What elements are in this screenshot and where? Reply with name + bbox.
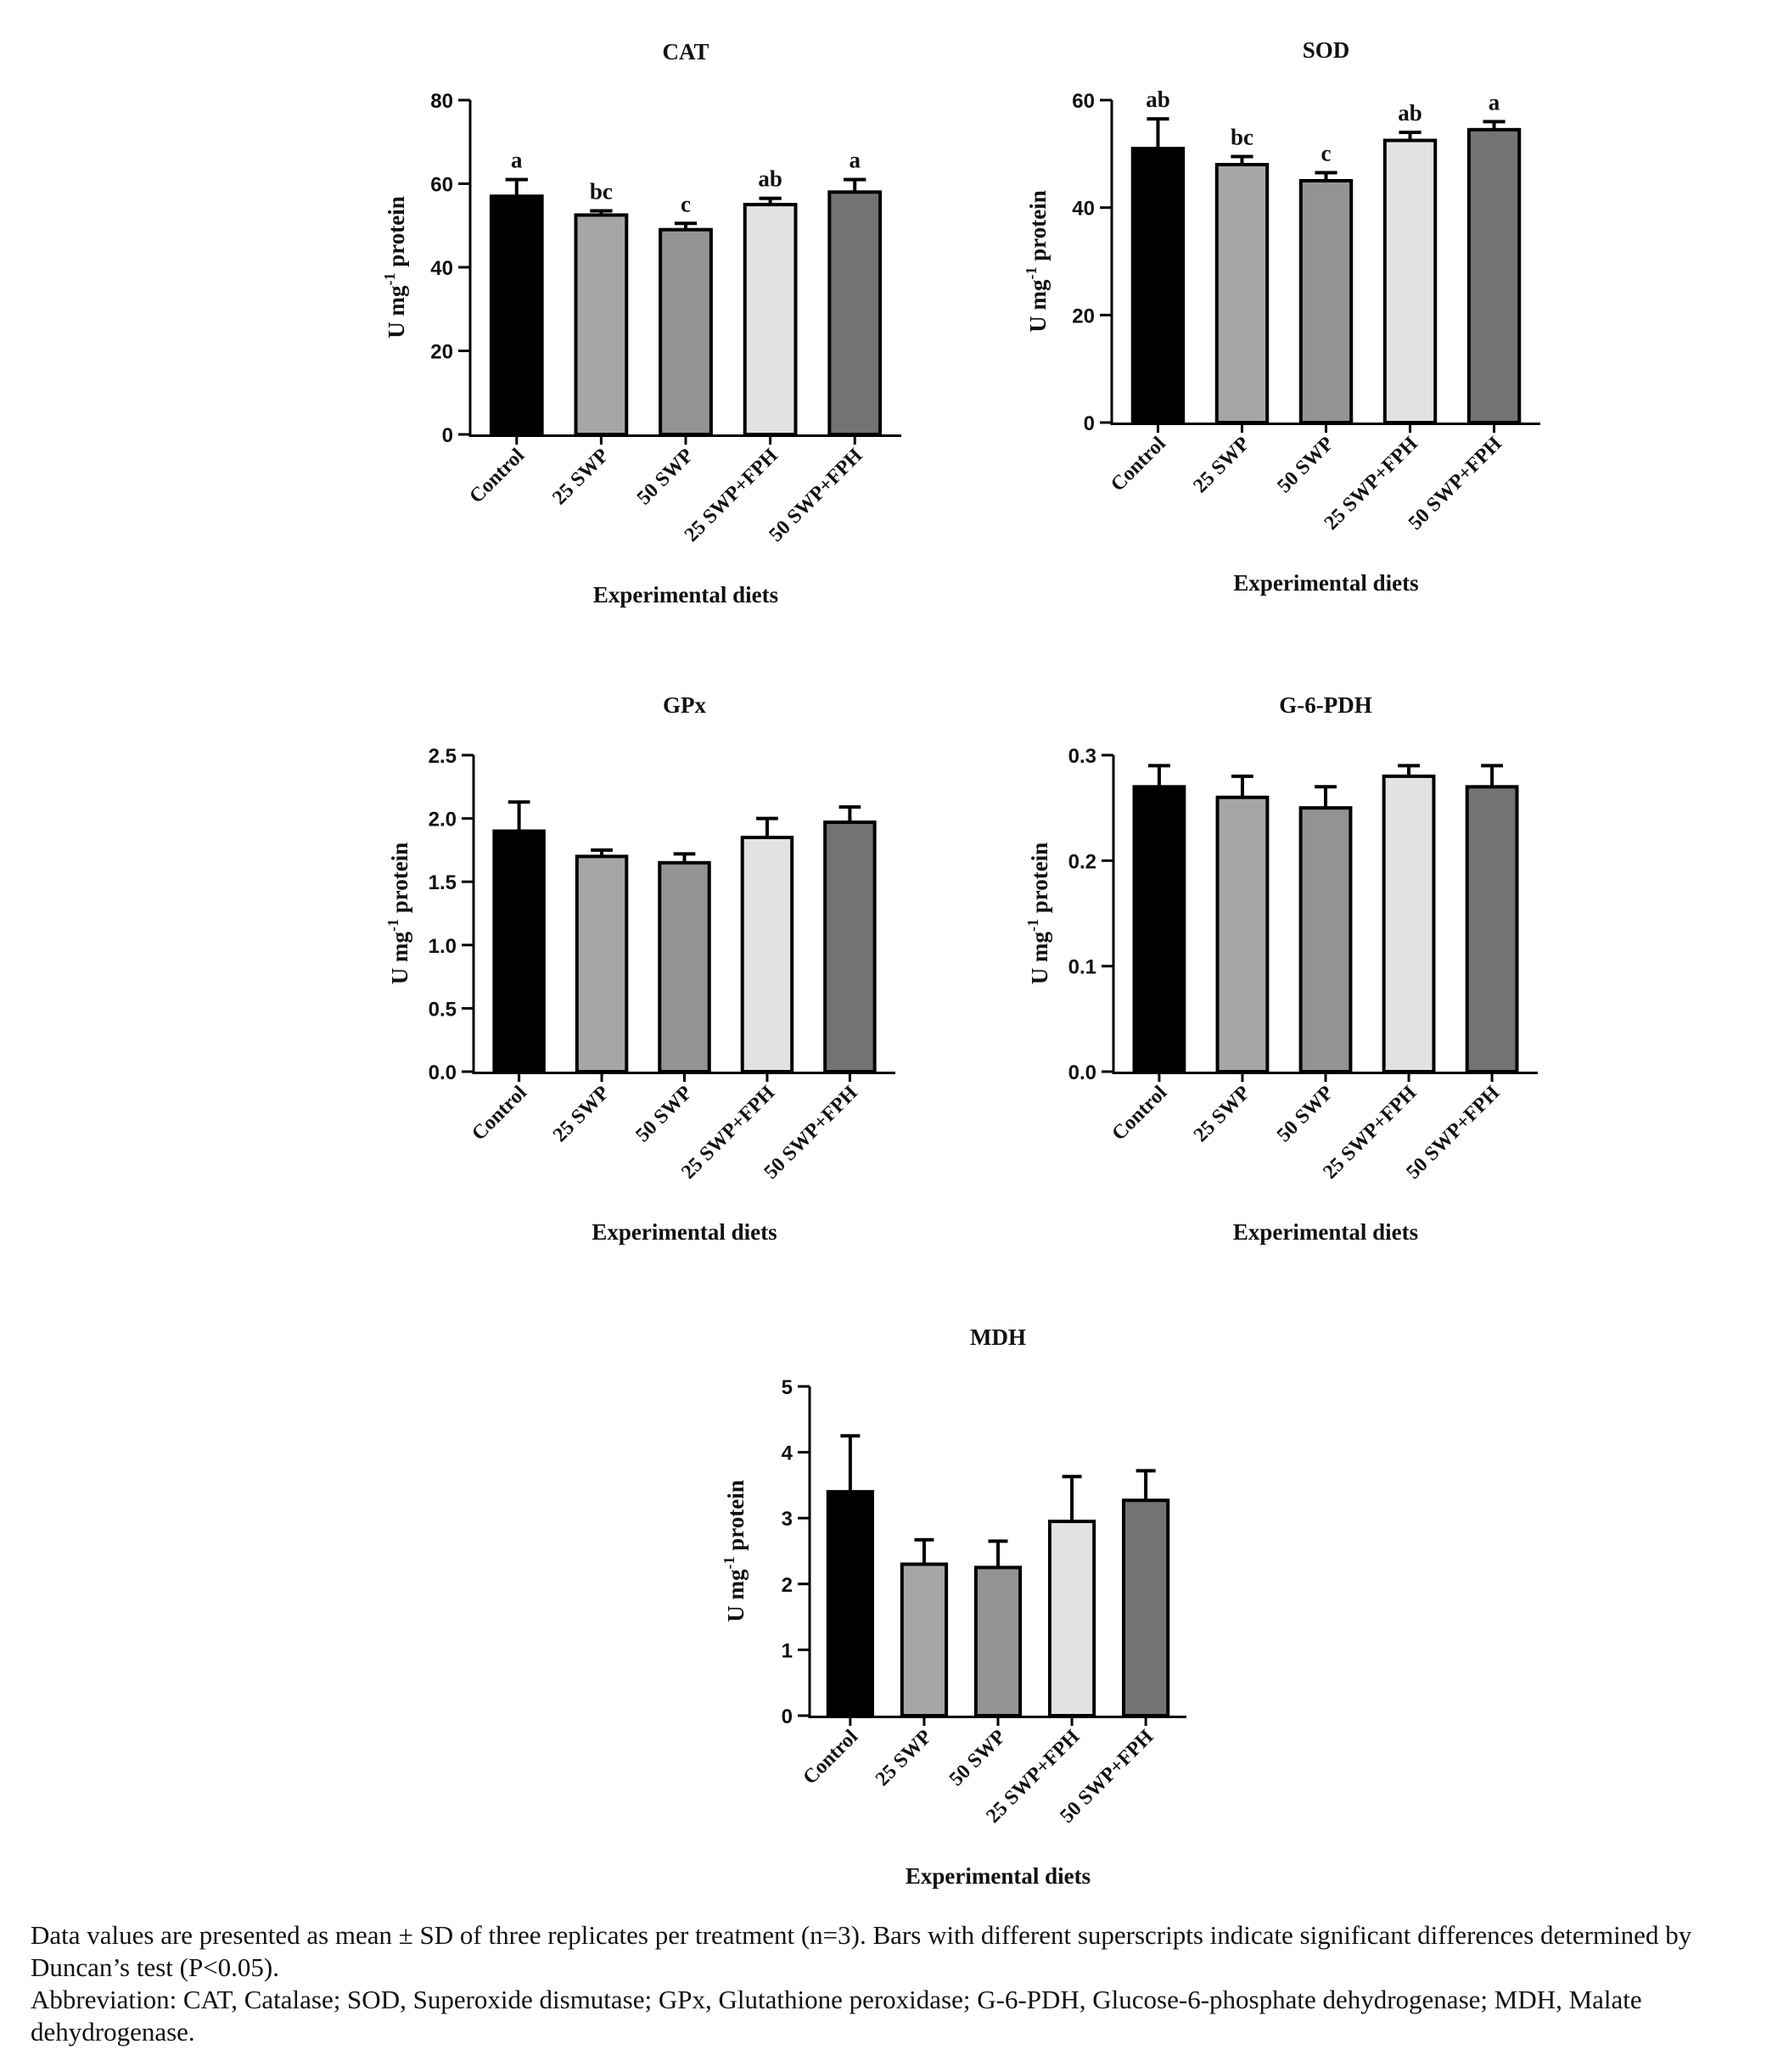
x-tick-label: Control [1108, 1082, 1172, 1145]
y-tick-label: 60 [1072, 90, 1095, 113]
significance-label: ab [758, 166, 782, 192]
y-tick-label: 20 [430, 341, 453, 364]
bar-25-swp [574, 213, 629, 436]
y-tick-label: 0.5 [429, 998, 457, 1021]
chart-title: CAT [662, 39, 709, 64]
y-axis-label: U mg-1 protein [721, 1480, 749, 1622]
figure-caption: Data values are presented as mean ± SD o… [31, 1919, 1728, 2048]
x-axis-label: Experimental diets [1233, 570, 1418, 596]
significance-label: a [1489, 89, 1500, 115]
x-tick-label: 50 SWP [1273, 1082, 1337, 1146]
y-axis-label: U mg-1 protein [1023, 190, 1051, 333]
x-tick-label: Control [465, 445, 529, 508]
bar-25-swp [900, 1562, 949, 1718]
y-tick-label: 80 [430, 90, 453, 113]
chart-title: G-6-PDH [1279, 692, 1371, 718]
significance-label: a [511, 148, 523, 173]
bar-50-swp [659, 227, 713, 436]
significance-label: bc [590, 179, 613, 204]
bar-50-swp-fph [823, 820, 877, 1073]
y-tick-label: 1 [782, 1639, 793, 1662]
x-tick-label: 50 SWP [633, 445, 698, 509]
significance-label: c [681, 191, 691, 216]
y-tick-label: 0.2 [1068, 850, 1096, 873]
significance-label: c [1321, 141, 1332, 166]
x-axis-label: Experimental diets [592, 1219, 777, 1245]
significance-label: ab [1398, 100, 1422, 126]
significance-label: a [849, 148, 861, 173]
y-axis-label: U mg-1 protein [384, 843, 412, 985]
y-tick-label: 20 [1072, 305, 1095, 328]
x-tick-label: 25 SWP [548, 445, 613, 509]
y-tick-label: 0 [1084, 412, 1095, 435]
x-axis-label: Experimental diets [1233, 1219, 1418, 1245]
bar-25-swp-fph [743, 203, 798, 436]
y-tick-label: 40 [1072, 198, 1095, 221]
bar-50-swp-fph [1466, 127, 1522, 424]
bar-50-swp [973, 1565, 1023, 1718]
y-axis-label: U mg-1 protein [381, 196, 409, 339]
y-tick-label: 40 [430, 257, 453, 280]
significance-label: ab [1146, 87, 1170, 112]
x-tick-label: 25 SWP [872, 1726, 936, 1790]
bar-control [1130, 147, 1186, 424]
y-tick-label: 0 [442, 424, 453, 447]
caption-note: Data values are presented as mean ± SD o… [31, 1920, 1692, 1982]
bar-control [1132, 785, 1186, 1073]
y-tick-label: 0.1 [1068, 956, 1096, 979]
caption-abbreviations: Abbreviation: CAT, Catalase; SOD, Supero… [31, 1985, 1642, 2047]
bar-control [489, 194, 544, 436]
y-tick-label: 2.0 [429, 809, 457, 832]
y-axis-label: U mg-1 protein [1024, 843, 1052, 985]
x-tick-label: Control [1107, 433, 1170, 496]
x-tick-label: 25 SWP [549, 1082, 614, 1146]
y-tick-label: 4 [782, 1442, 793, 1465]
significance-label: bc [1231, 125, 1253, 150]
bar-25-swp [1214, 163, 1270, 424]
x-tick-label: Control [468, 1082, 531, 1145]
x-tick-label: 25 SWP [1190, 1082, 1254, 1146]
bar-25-swp-fph [740, 835, 794, 1073]
x-tick-label: 50 SWP [1273, 433, 1337, 497]
y-tick-label: 0.3 [1068, 745, 1096, 768]
bar-control [492, 829, 546, 1074]
bar-25-swp [1215, 795, 1270, 1073]
bar-25-swp-fph [1382, 774, 1436, 1073]
x-tick-label: 50 SWP [945, 1726, 1010, 1790]
chart-title: MDH [970, 1324, 1026, 1350]
bar-25-swp [575, 854, 629, 1073]
y-tick-label: 2.5 [429, 745, 457, 768]
bar-50-swp [1298, 179, 1354, 424]
x-tick-label: Control [799, 1726, 862, 1789]
bar-50-swp [658, 860, 711, 1073]
y-tick-label: 3 [782, 1508, 793, 1531]
y-tick-label: 60 [430, 174, 453, 197]
y-tick-label: 0 [782, 1705, 793, 1728]
bar-50-swp [1298, 806, 1353, 1074]
bar-50-swp-fph [1122, 1498, 1170, 1718]
x-tick-label: 25 SWP [1189, 433, 1253, 497]
y-tick-label: 2 [782, 1574, 793, 1597]
x-tick-label: 50 SWP [631, 1082, 696, 1146]
bar-25-swp-fph [1047, 1520, 1096, 1717]
chart-title: SOD [1303, 37, 1350, 63]
y-tick-label: 5 [782, 1376, 793, 1399]
x-axis-label: Experimental diets [593, 582, 778, 608]
y-tick-label: 0.0 [429, 1061, 457, 1084]
x-axis-label: Experimental diets [906, 1863, 1091, 1889]
bar-50-swp-fph [1465, 785, 1519, 1073]
bar-50-swp-fph [827, 190, 883, 436]
chart-title: GPx [663, 692, 706, 718]
y-tick-label: 1.5 [429, 871, 457, 894]
bar-25-swp-fph [1382, 138, 1438, 424]
y-tick-label: 0.0 [1068, 1061, 1096, 1084]
y-tick-label: 1.0 [429, 935, 457, 958]
bar-control [826, 1490, 875, 1718]
